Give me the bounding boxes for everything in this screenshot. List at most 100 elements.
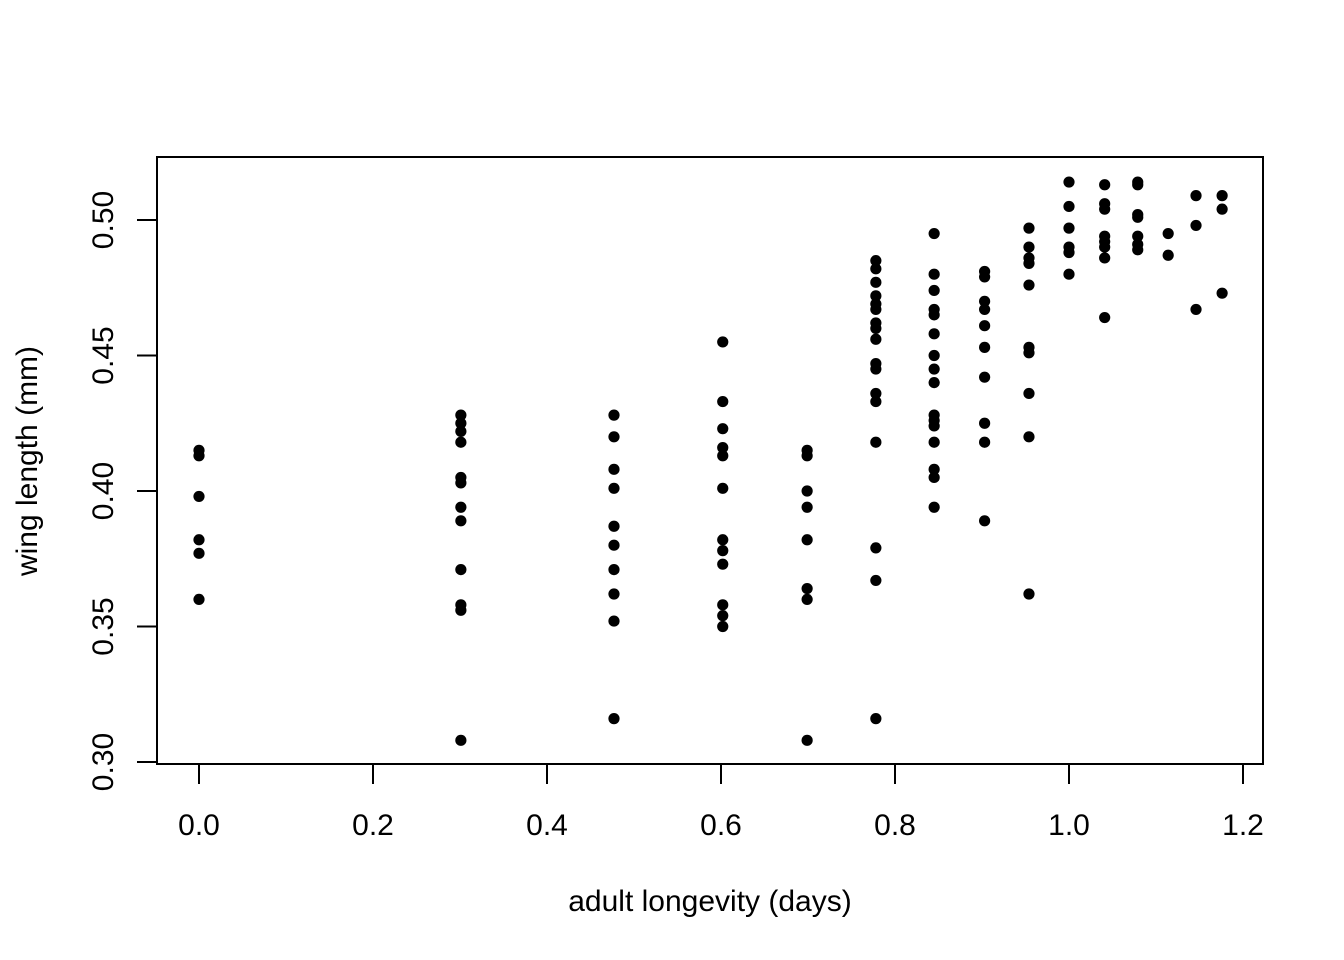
data-point — [1132, 244, 1144, 256]
data-point — [870, 713, 882, 725]
data-point — [717, 620, 729, 633]
data-point — [928, 363, 940, 375]
data-point — [717, 395, 729, 408]
data-point — [870, 255, 882, 267]
data-point — [1216, 190, 1228, 202]
data-point — [1162, 227, 1174, 240]
data-point — [608, 409, 620, 421]
data-point — [717, 558, 729, 570]
data-point — [928, 377, 940, 389]
data-point — [979, 295, 991, 307]
data-point — [870, 363, 882, 375]
data-point — [455, 563, 467, 576]
data-point — [1099, 252, 1111, 264]
data-point — [1023, 588, 1035, 600]
data-point — [1132, 230, 1144, 242]
data-point — [1023, 257, 1035, 269]
data-point — [608, 588, 620, 600]
data-point — [717, 442, 729, 454]
y-tick-label: 0.40 — [87, 462, 120, 520]
y-axis: 0.30 0.35 0.40 0.45 0.50 — [87, 191, 158, 791]
data-point — [455, 425, 467, 437]
data-point — [1023, 387, 1035, 400]
data-point — [1023, 431, 1035, 443]
data-point — [1162, 249, 1174, 261]
data-point — [1216, 203, 1228, 215]
data-point — [1063, 176, 1075, 188]
data-point — [801, 534, 813, 546]
data-point — [717, 450, 729, 462]
data-point — [717, 545, 729, 557]
y-tick-label: 0.45 — [87, 326, 120, 384]
data-point — [1216, 287, 1228, 299]
data-point — [979, 341, 991, 353]
data-point — [928, 328, 940, 340]
data-point — [928, 471, 940, 484]
y-tick-label: 0.30 — [87, 733, 120, 791]
data-point — [1023, 222, 1035, 234]
x-tick-label: 0.8 — [874, 809, 916, 842]
data-point — [801, 734, 813, 746]
data-point — [928, 227, 940, 240]
data-point — [928, 349, 940, 362]
data-point — [193, 534, 205, 546]
data-point — [870, 290, 882, 302]
data-point — [928, 463, 940, 475]
x-tick-label: 0.0 — [178, 809, 220, 842]
data-point — [717, 336, 729, 348]
data-point — [1099, 241, 1111, 253]
data-point — [979, 320, 991, 332]
data-point — [801, 582, 813, 595]
data-point — [1063, 222, 1075, 234]
data-point — [717, 423, 729, 435]
data-point — [1132, 211, 1144, 223]
data-point — [870, 263, 882, 275]
data-point — [979, 515, 991, 527]
data-point — [870, 322, 882, 334]
data-point — [1023, 241, 1035, 253]
x-tick-label: 1.2 — [1222, 809, 1264, 842]
data-point — [1023, 347, 1035, 359]
x-tick-label: 0.4 — [526, 809, 568, 842]
data-point — [1190, 303, 1202, 316]
data-point — [1063, 268, 1075, 280]
data-point — [1099, 179, 1111, 191]
data-point — [455, 477, 467, 489]
data-point — [870, 303, 882, 316]
data-point — [717, 534, 729, 546]
data-point — [801, 593, 813, 606]
data-point — [979, 371, 991, 383]
data-point — [928, 284, 940, 297]
y-axis-label: wing length (mm) — [11, 346, 44, 577]
x-tick-label: 0.6 — [700, 809, 742, 842]
x-axis: 0.0 0.2 0.4 0.6 0.8 1.0 1.2 — [178, 763, 1264, 842]
data-point — [870, 387, 882, 400]
data-points — [193, 176, 1228, 746]
data-point — [1063, 246, 1075, 259]
data-point — [1023, 279, 1035, 291]
data-point — [455, 734, 467, 746]
data-point — [608, 520, 620, 532]
data-point — [928, 501, 940, 513]
data-point — [928, 268, 940, 280]
data-point — [455, 501, 467, 513]
data-point — [928, 420, 940, 432]
data-point — [717, 599, 729, 611]
data-point — [870, 542, 882, 554]
data-point — [455, 409, 467, 421]
data-point — [717, 482, 729, 494]
data-point — [979, 417, 991, 429]
data-point — [979, 436, 991, 448]
data-point — [455, 515, 467, 527]
data-point — [1190, 219, 1202, 232]
data-point — [1099, 203, 1111, 215]
data-point — [193, 593, 205, 606]
data-point — [193, 490, 205, 503]
data-point — [928, 309, 940, 321]
data-point — [608, 539, 620, 551]
data-point — [801, 450, 813, 462]
data-point — [801, 485, 813, 497]
data-point — [870, 395, 882, 408]
